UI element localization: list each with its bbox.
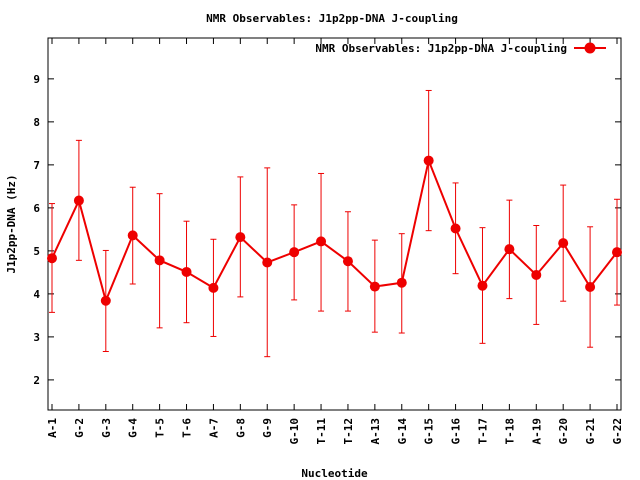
series-line xyxy=(51,157,618,304)
data-points xyxy=(47,155,622,306)
x-tick-label: A-19 xyxy=(530,418,543,445)
data-point xyxy=(531,269,542,280)
data-point xyxy=(47,253,57,264)
x-tick-label: A-1 xyxy=(46,418,59,438)
y-tick-label: 2 xyxy=(33,374,40,387)
plot-frame xyxy=(47,37,622,411)
data-point xyxy=(477,280,488,291)
data-point xyxy=(181,266,192,277)
data-point xyxy=(73,195,84,206)
x-tick-label: T-6 xyxy=(181,418,194,438)
data-point xyxy=(154,255,165,266)
x-tick-label: G-22 xyxy=(611,418,624,445)
data-point xyxy=(235,232,246,243)
y-tick-label: 6 xyxy=(33,202,40,215)
x-tick-label: T-5 xyxy=(154,418,167,438)
x-tick-label: G-16 xyxy=(450,418,463,445)
x-tick-label: G-4 xyxy=(127,418,140,438)
data-point xyxy=(342,256,353,267)
x-axis-label: Nucleotide xyxy=(301,467,368,480)
y-axis: 2 3 4 5 6 7 8 9 xyxy=(33,73,621,387)
x-tick-label: A-7 xyxy=(207,418,220,438)
chart-title: NMR Observables: J1p2pp-DNA J-coupling xyxy=(206,12,458,25)
x-tick-label: G-8 xyxy=(234,418,247,438)
data-point xyxy=(262,257,273,268)
x-tick-label: G-10 xyxy=(288,418,301,445)
x-tick-label: T-18 xyxy=(503,418,516,445)
y-tick-label: 7 xyxy=(33,159,40,172)
x-tick-label: G-3 xyxy=(100,418,113,438)
plot-border xyxy=(47,37,622,411)
x-tick-label: A-13 xyxy=(369,418,382,445)
data-point xyxy=(450,223,461,234)
data-point xyxy=(396,277,407,288)
legend: NMR Observables: J1p2pp-DNA J-coupling xyxy=(315,42,606,55)
data-point xyxy=(423,155,434,166)
series-line-group xyxy=(51,157,618,304)
data-point xyxy=(558,238,569,249)
data-point xyxy=(289,247,300,258)
data-point xyxy=(369,281,380,292)
x-axis: A-1 G-2 G-3 G-4 T-5 T-6 A-7 G-8 G-9 G-10 T-11 T-12 A… xyxy=(46,38,624,445)
data-point xyxy=(100,295,111,306)
x-tick-label: G-9 xyxy=(261,418,274,438)
legend-label: NMR Observables: J1p2pp-DNA J-coupling xyxy=(315,42,567,55)
x-tick-label: G-21 xyxy=(584,418,597,445)
y-tick-label: 3 xyxy=(33,331,40,344)
data-point xyxy=(504,244,515,255)
x-tick-label: G-15 xyxy=(423,418,436,445)
y-axis-label: J1p2pp-DNA (Hz) xyxy=(5,174,18,273)
x-tick-label: G-20 xyxy=(557,418,570,445)
x-tick-label: G-2 xyxy=(73,418,86,438)
error-bars xyxy=(49,89,620,358)
y-tick-label: 8 xyxy=(33,116,40,129)
data-point xyxy=(208,282,219,293)
x-tick-label: T-12 xyxy=(342,418,355,445)
data-point xyxy=(585,282,596,293)
data-point xyxy=(612,247,622,258)
x-tick-label: T-11 xyxy=(315,418,328,445)
y-tick-label: 4 xyxy=(33,288,40,301)
y-tick-label: 5 xyxy=(33,245,40,258)
x-tick-label: G-14 xyxy=(396,418,409,445)
x-tick-label: T-17 xyxy=(476,418,489,445)
data-point xyxy=(127,230,138,241)
y-tick-label: 9 xyxy=(33,73,40,86)
data-point xyxy=(316,236,327,247)
legend-marker xyxy=(584,42,596,54)
